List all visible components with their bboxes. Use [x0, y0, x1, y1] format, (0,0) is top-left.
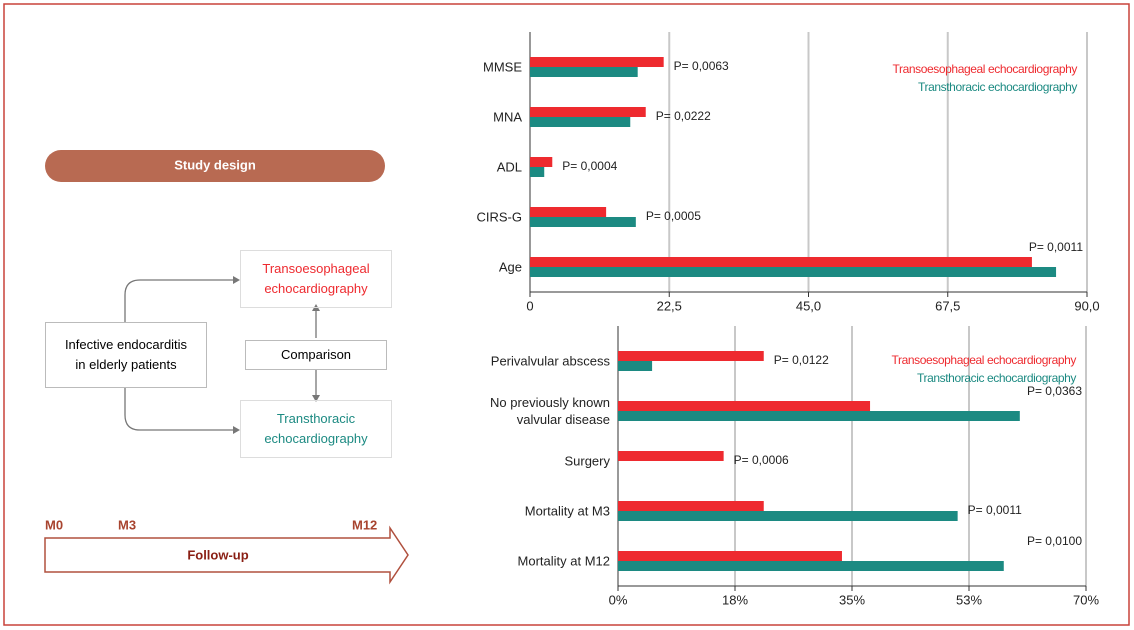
bar — [530, 157, 553, 167]
p-value: P= 0,0011 — [1029, 240, 1083, 254]
bar — [530, 217, 636, 227]
legend-label: Transoesophageal echocardiography — [893, 62, 1078, 76]
legend-label: Transoesophageal echocardiography — [892, 353, 1077, 367]
arm-box: Transthoracic echocardiography — [240, 400, 392, 458]
frame — [3, 3, 1130, 626]
p-value: P= 0,0063 — [674, 59, 729, 73]
arrowhead — [312, 395, 320, 402]
y-tick-label: Age — [498, 259, 522, 275]
p-value: P= 0,0006 — [734, 453, 789, 467]
bar — [530, 267, 1057, 277]
bar — [618, 501, 764, 511]
bar — [530, 67, 638, 77]
timeline-arrow — [44, 525, 409, 585]
x-tick-label: 67,5 — [935, 298, 960, 313]
y-tick-label: CIRS-G — [476, 209, 523, 225]
p-value: P= 0,0222 — [656, 109, 711, 123]
p-value: P= 0,0100 — [1027, 534, 1082, 548]
bar — [618, 551, 842, 561]
arrowhead — [233, 276, 240, 284]
bar — [530, 257, 1032, 267]
timeline-label: Follow-up — [187, 547, 248, 562]
x-tick-label: 53% — [956, 592, 982, 607]
x-tick-label: 35% — [839, 592, 865, 607]
bar — [530, 117, 631, 127]
x-tick-label: 45,0 — [796, 298, 821, 313]
p-value: P= 0,0363 — [1027, 384, 1082, 398]
diagram-title: Study design — [174, 157, 256, 172]
y-tick-label: Mortality at M12 — [517, 553, 610, 569]
bar — [530, 207, 607, 217]
x-tick-label: 22,5 — [657, 298, 682, 313]
bar — [618, 561, 1004, 571]
title-pill — [45, 150, 385, 182]
bar — [618, 351, 764, 361]
connector — [124, 279, 236, 322]
x-tick-label: 0% — [609, 592, 628, 607]
x-tick-label: 0 — [526, 298, 533, 313]
bar — [530, 107, 646, 117]
bar — [618, 411, 1020, 421]
bar — [618, 361, 653, 371]
milestone: M3 — [118, 517, 136, 532]
p-value: P= 0,0005 — [646, 209, 701, 223]
x-tick-label: 90,0 — [1074, 298, 1099, 313]
arm-box: Transoesophageal echocardiography — [240, 250, 392, 308]
bar — [530, 167, 545, 177]
y-tick-label: Surgery — [564, 453, 610, 469]
p-value: P= 0,0011 — [968, 503, 1022, 517]
milestone: M12 — [352, 517, 377, 532]
connectors — [124, 279, 317, 431]
y-tick-label: Perivalvular abscess — [490, 353, 610, 369]
bar — [618, 511, 958, 521]
milestone: M0 — [45, 517, 63, 532]
y-tick-label: Mortality at M3 — [524, 503, 610, 519]
comparison-box: Comparison — [245, 340, 387, 370]
legend-label: Transthoracic echocardiography — [917, 371, 1076, 385]
connector — [124, 386, 236, 431]
y-tick-label: MMSE — [483, 59, 522, 75]
y-tick-label: No previously known valvular disease — [490, 395, 610, 427]
y-tick-label: MNA — [493, 109, 522, 125]
p-value: P= 0,0004 — [562, 159, 617, 173]
x-tick-label: 70% — [1073, 592, 1099, 607]
arrowhead — [233, 426, 240, 434]
y-tick-label: ADL — [496, 159, 522, 175]
bar — [618, 401, 871, 411]
legend-label: Transthoracic echocardiography — [918, 80, 1077, 94]
bar — [618, 451, 724, 461]
x-tick-label: 18% — [722, 592, 748, 607]
population-box: Infective endocarditis in elderly patien… — [45, 322, 207, 388]
p-value: P= 0,0122 — [774, 353, 829, 367]
bar — [530, 57, 664, 67]
